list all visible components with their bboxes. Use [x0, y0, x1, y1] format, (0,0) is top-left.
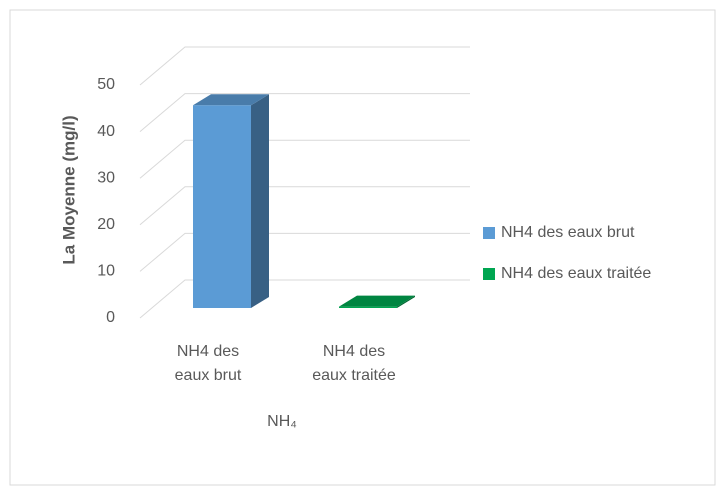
bar-side — [397, 295, 415, 308]
chart-border — [9, 9, 716, 486]
grid-line — [139, 186, 470, 226]
grid-line — [139, 93, 470, 132]
y-tick-label: 10 — [97, 263, 115, 280]
bar-front — [339, 306, 397, 308]
x-tick-label: NH4 des eaux brut — [174, 343, 242, 384]
grid-line — [139, 46, 470, 86]
bar — [339, 295, 415, 308]
x-tick-label: NH4 des eaux traitée — [312, 343, 396, 384]
legend-swatch — [483, 268, 495, 280]
grid-line — [139, 139, 470, 179]
bar-side — [251, 94, 269, 308]
bar-top — [339, 295, 415, 307]
legend-swatch — [483, 227, 495, 239]
x-axis-label: NH₄ — [267, 413, 297, 430]
y-tick-label: 0 — [106, 309, 115, 326]
legend-label: NH4 des eaux traitée — [501, 265, 651, 282]
y-tick-label: 20 — [97, 216, 115, 233]
y-tick-label: 40 — [97, 123, 115, 140]
grid-line — [139, 279, 470, 319]
y-tick-label: 50 — [97, 76, 115, 93]
bar-top — [193, 94, 269, 106]
legend-label: NH4 des eaux brut — [501, 224, 635, 241]
bar — [193, 94, 269, 308]
bar-front — [193, 105, 251, 308]
y-axis-label: La Moyenne (mg/l) — [59, 115, 78, 264]
grid-line — [139, 232, 470, 272]
y-tick-label: 30 — [97, 169, 115, 186]
